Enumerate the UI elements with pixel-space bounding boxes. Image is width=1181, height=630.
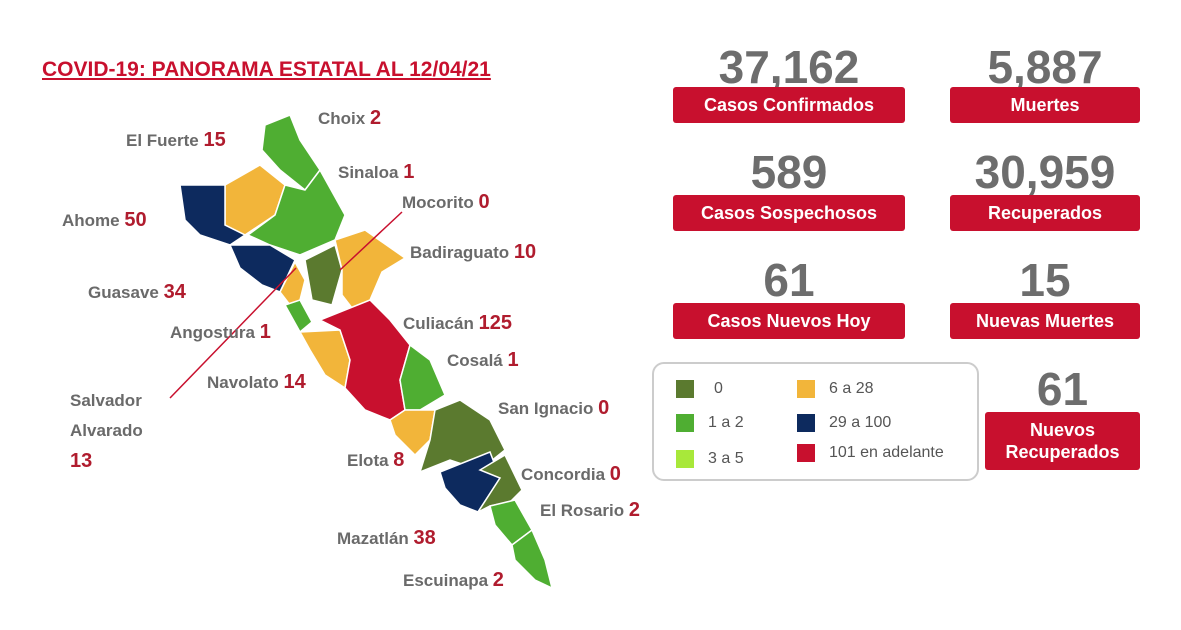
- municipality-value: 34: [163, 281, 186, 303]
- municipality-value: 1: [259, 321, 271, 343]
- municipality-label: Salvador Alvarado 13: [70, 386, 165, 477]
- municipality-value: 1: [507, 349, 519, 371]
- municipality-name: Mocorito: [402, 193, 474, 212]
- municipality-name: Choix: [318, 109, 366, 128]
- legend-label: 3 a 5: [708, 450, 744, 467]
- legend-swatch: [797, 414, 815, 432]
- municipality-label: Culiacán 125: [403, 308, 512, 339]
- municipality-name: Salvador Alvarado: [70, 391, 143, 440]
- stat-label: Casos Nuevos Hoy: [673, 303, 905, 339]
- legend-item: 29 a 100: [797, 414, 891, 432]
- stat-value: 37,162: [718, 41, 860, 93]
- municipality-value: 10: [513, 241, 537, 263]
- municipality-name: Ahome: [62, 211, 120, 230]
- legend-swatch: [676, 380, 694, 398]
- stat-label: Nuevas Muertes: [950, 303, 1140, 339]
- municipality-value: 13: [70, 450, 93, 472]
- legend-swatch: [676, 414, 694, 432]
- stat-label: Muertes: [950, 87, 1140, 123]
- legend-label: 29 a 100: [829, 414, 892, 431]
- municipality-value: 14: [283, 371, 306, 393]
- municipality-value: 38: [413, 527, 436, 549]
- municipality-label: Guasave 34: [88, 277, 186, 308]
- stat-label: Nuevos Recuperados: [985, 412, 1140, 470]
- stat-value: 15: [1019, 254, 1071, 306]
- legend-item: 3 a 5: [676, 450, 744, 468]
- stat-value: 30,959: [974, 146, 1116, 198]
- municipality-name: El Fuerte: [126, 131, 199, 150]
- stat-label: Casos Sospechosos: [673, 195, 905, 231]
- municipality-name: Concordia: [521, 465, 606, 484]
- municipality-name: Cosalá: [447, 351, 503, 370]
- municipality-label: Cosalá 1: [447, 345, 519, 376]
- municipality-name: Culiacán: [403, 314, 474, 333]
- municipality-value: 50: [124, 209, 147, 231]
- map: [169, 114, 554, 590]
- municipality-name: San Ignacio: [498, 399, 594, 418]
- municipality-value: 2: [369, 107, 382, 129]
- municipality-name: Mazatlán: [337, 529, 409, 548]
- municipality-label: Escuinapa 2: [403, 565, 504, 596]
- municipality-label: Mazatlán 38: [337, 523, 436, 554]
- municipality-label: Mocorito 0: [402, 187, 490, 218]
- legend-item: 101 en adelante: [797, 444, 944, 462]
- legend: [652, 362, 979, 481]
- stat-value: 589: [750, 146, 828, 198]
- legend-label: 6 a 28: [829, 380, 874, 397]
- municipality-value: 2: [492, 569, 504, 591]
- municipality-value: 0: [478, 191, 490, 213]
- municipality-value: 0: [609, 463, 621, 485]
- municipality-name: Escuinapa: [403, 571, 489, 590]
- municipality-value: 8: [393, 449, 405, 471]
- legend-item: 0: [676, 380, 723, 398]
- municipality-label: Ahome 50: [62, 205, 147, 236]
- region: [304, 243, 343, 306]
- legend-item: 6 a 28: [797, 380, 873, 398]
- region: [399, 343, 446, 411]
- stat-label: Casos Confirmados: [673, 87, 905, 123]
- stat-value: 61: [1036, 363, 1089, 415]
- municipality-name: Elota: [347, 451, 389, 470]
- municipality-value: 125: [478, 312, 512, 334]
- region: [279, 260, 306, 306]
- municipality-label: Elota 8: [347, 445, 404, 476]
- region: [246, 168, 346, 256]
- municipality-value: 15: [203, 129, 226, 151]
- municipality-label: El Fuerte 15: [126, 125, 226, 156]
- title: COVID-19: PANORAMA ESTATAL AL 12/04/21: [42, 58, 491, 81]
- municipality-label: Choix 2: [318, 103, 381, 134]
- municipality-name: Sinaloa: [338, 163, 399, 182]
- municipality-value: 1: [403, 161, 415, 183]
- legend-swatch: [676, 450, 694, 468]
- municipality-label: Angostura 1: [170, 317, 271, 348]
- pointer: [169, 267, 297, 399]
- legend-swatch: [797, 444, 815, 462]
- municipality-value: 2: [628, 499, 640, 521]
- legend-label: 1 a 2: [708, 414, 744, 431]
- region: [283, 299, 313, 334]
- municipality-value: 0: [598, 397, 610, 419]
- municipality-name: Angostura: [170, 323, 255, 342]
- municipality-name: Navolato: [207, 373, 279, 392]
- stat-value: 61: [763, 254, 815, 306]
- municipality-name: Guasave: [88, 283, 159, 302]
- legend-item: 1 a 2: [676, 414, 744, 432]
- legend-label: 0: [714, 380, 723, 397]
- municipality-label: San Ignacio 0: [498, 393, 609, 424]
- region: [179, 184, 247, 246]
- pointer: [339, 211, 403, 271]
- legend-swatch: [797, 380, 815, 398]
- municipality-label: Badiraguato 10: [410, 237, 536, 268]
- stat-value: 5,887: [987, 41, 1103, 93]
- region: [511, 528, 554, 590]
- municipality-name: El Rosario: [540, 501, 625, 520]
- municipality-label: Concordia 0: [521, 459, 621, 490]
- municipality-name: Badiraguato: [410, 243, 510, 262]
- legend-label: 101 en adelante: [829, 444, 944, 461]
- stat-label: Recuperados: [950, 195, 1140, 231]
- municipality-label: Navolato 14: [207, 367, 306, 398]
- municipality-label: El Rosario 2: [540, 495, 640, 526]
- municipality-label: Sinaloa 1: [338, 157, 414, 188]
